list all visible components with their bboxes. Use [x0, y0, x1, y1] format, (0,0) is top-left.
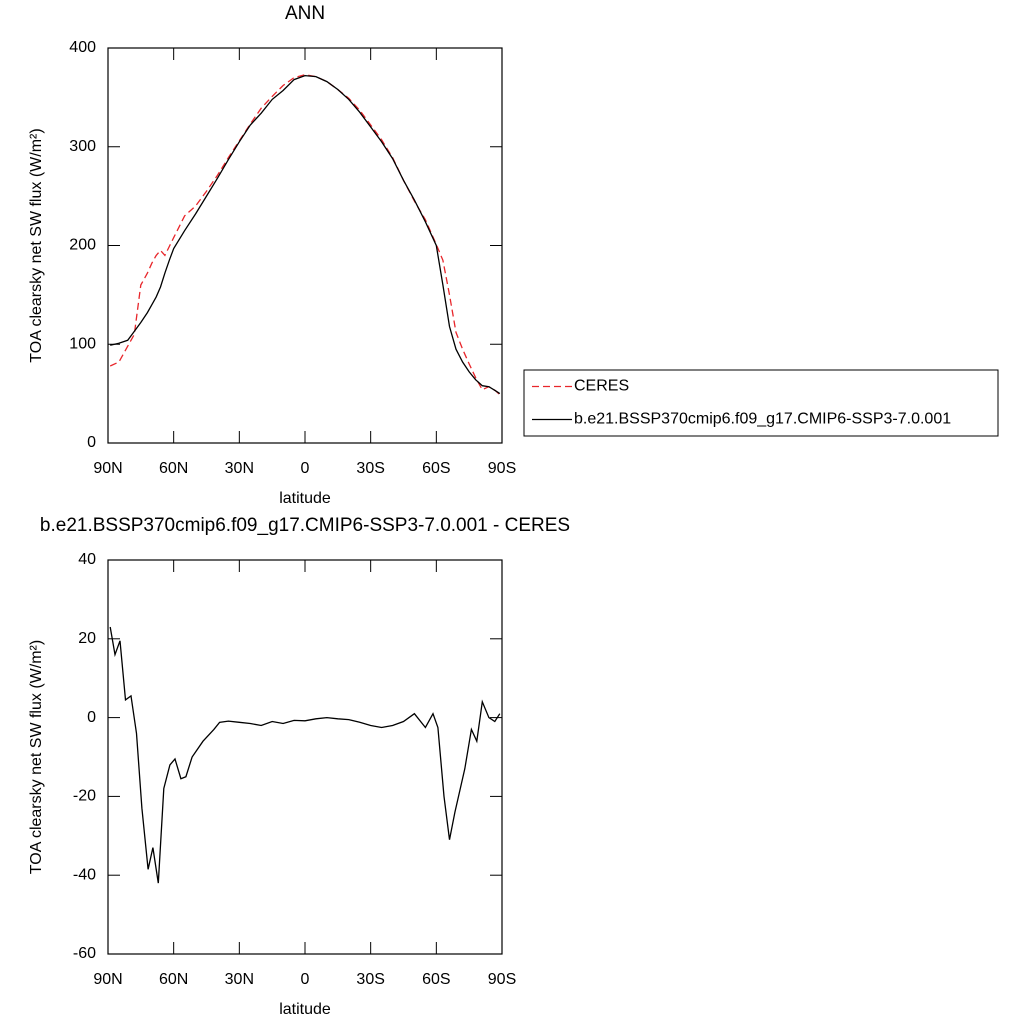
x-tick-label: 0 — [301, 460, 310, 477]
y-tick-label: 100 — [69, 335, 96, 352]
x-tick-label: 30S — [356, 460, 384, 477]
x-axis-label: latitude — [279, 490, 331, 507]
legend-label: b.e21.BSSP370cmip6.f09_g17.CMIP6-SSP3-7.… — [574, 411, 951, 428]
x-tick-label: 90S — [488, 971, 516, 988]
x-tick-label: 0 — [301, 971, 310, 988]
y-tick-label: -60 — [73, 945, 96, 962]
y-tick-label: 400 — [69, 39, 96, 56]
y-axis-label: TOA clearsky net SW flux (W/m²) — [28, 128, 45, 362]
x-tick-label: 30N — [225, 971, 254, 988]
x-tick-label: 60S — [422, 460, 450, 477]
x-tick-label: 30N — [225, 460, 254, 477]
x-tick-label: 60S — [422, 971, 450, 988]
x-tick-label: 90S — [488, 460, 516, 477]
y-tick-label: 300 — [69, 138, 96, 155]
plot-frame — [107, 559, 503, 955]
x-tick-label: 30S — [356, 971, 384, 988]
chart-title: b.e21.BSSP370cmip6.f09_g17.CMIP6-SSP3-7.… — [40, 515, 570, 536]
x-tick-label: 60N — [159, 971, 188, 988]
y-axis-label: TOA clearsky net SW flux (W/m²) — [28, 640, 45, 874]
data-line — [109, 626, 501, 884]
y-tick-label: 0 — [87, 709, 96, 726]
data-line — [109, 74, 501, 396]
y-tick-label: 40 — [78, 551, 96, 568]
y-tick-label: 200 — [69, 237, 96, 254]
y-tick-label: -40 — [73, 866, 96, 883]
y-tick-label: 20 — [78, 630, 96, 647]
legend-label: CERES — [574, 378, 629, 395]
x-tick-label: 90N — [93, 460, 122, 477]
plot-frame — [107, 47, 503, 444]
legend-box — [523, 369, 999, 437]
chart-title: ANN — [285, 3, 325, 24]
legend: CERES b.e21.BSSP370cmip6.f09_g17.CMIP6-SS… — [523, 369, 999, 437]
x-tick-label: 60N — [159, 460, 188, 477]
x-tick-label: 90N — [93, 971, 122, 988]
data-line — [110, 74, 501, 395]
y-tick-label: 0 — [87, 434, 96, 451]
x-axis-label: latitude — [279, 1001, 331, 1018]
y-tick-label: -20 — [73, 788, 96, 805]
